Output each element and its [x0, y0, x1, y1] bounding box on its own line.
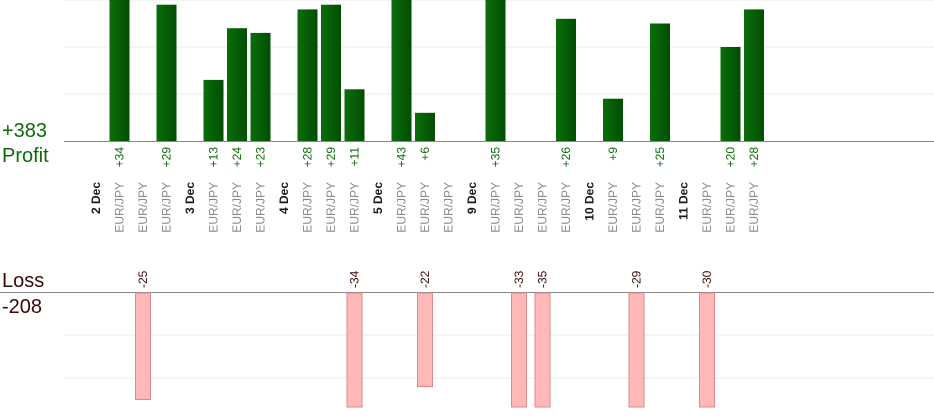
profit-bar: [603, 98, 623, 141]
loss-value-label: -33: [512, 270, 526, 288]
loss-bar: [511, 292, 527, 408]
loss-bar: [346, 292, 363, 408]
profit-bar: [650, 23, 670, 141]
grid: [0, 0, 934, 379]
loss-value-label: -22: [418, 270, 432, 288]
category-label: EUR/JPY: [324, 182, 338, 233]
category-label: EUR/JPY: [113, 182, 127, 233]
profit-bar: [321, 4, 341, 142]
category-label: EUR/JPY: [536, 182, 550, 233]
profit-total: +383: [2, 120, 48, 142]
profit-bar: [485, 0, 506, 141]
date-label: 10 Dec: [583, 182, 597, 221]
profit-value-label: +29: [324, 147, 338, 168]
loss-label: Loss: [2, 270, 45, 292]
category-label: EUR/JPY: [395, 182, 409, 233]
profit-value-label: +28: [301, 147, 315, 168]
loss-bar: [135, 292, 151, 400]
profit-bar: [344, 89, 365, 141]
category-label: EUR/JPY: [653, 182, 667, 233]
loss-value-label: -34: [348, 270, 362, 288]
profit-bar: [109, 0, 130, 141]
profit-value-label: +43: [395, 147, 409, 168]
bars: [109, 0, 764, 408]
profit-bar: [391, 0, 412, 141]
loss-bar: [534, 292, 551, 408]
profit-bar: [227, 28, 247, 142]
date-label: 11 Dec: [677, 182, 691, 220]
profit-value-label: +26: [559, 147, 573, 168]
category-label: EUR/JPY: [160, 182, 174, 233]
category-label: EUR/JPY: [418, 182, 432, 233]
profit-value-label: +13: [207, 147, 221, 168]
category-label: EUR/JPY: [230, 182, 244, 233]
profit-value-label: +11: [348, 147, 362, 167]
loss-value-label: -25: [136, 270, 150, 288]
profit-value-label: +25: [653, 147, 667, 168]
date-label: 3 Dec: [183, 182, 197, 214]
profit-value-label: +9: [606, 147, 620, 161]
profit-label: Profit: [2, 145, 49, 167]
profit-bar: [415, 112, 435, 141]
category-label: EUR/JPY: [489, 182, 503, 233]
loss-value-label: -30: [700, 270, 714, 288]
profit-bar: [297, 9, 318, 142]
date-label: 2 Dec: [89, 182, 103, 214]
profit-value-label: +34: [113, 147, 127, 168]
loss-value-label: -29: [630, 270, 644, 288]
profit-bar: [556, 18, 576, 141]
profit-bar: [720, 47, 741, 141]
loss-bar: [699, 292, 715, 408]
date-label: 4 Dec: [277, 182, 291, 214]
profit-value-label: +24: [230, 147, 244, 168]
category-label: EUR/JPY: [348, 182, 362, 233]
category-label: EUR/JPY: [700, 182, 714, 233]
profit-value-label: +35: [489, 147, 503, 168]
category-label: EUR/JPY: [442, 182, 456, 233]
category-label: EUR/JPY: [606, 182, 620, 233]
category-label: EUR/JPY: [630, 182, 644, 233]
profit-value-label: +20: [724, 147, 738, 168]
category-label: EUR/JPY: [724, 182, 738, 233]
date-label: 9 Dec: [465, 182, 479, 214]
loss-bar: [628, 292, 645, 408]
profit-value-label: +6: [418, 147, 432, 161]
category-label: EUR/JPY: [254, 182, 268, 233]
profit-bar: [250, 32, 271, 141]
profit-value-label: +28: [747, 147, 761, 168]
category-label: EUR/JPY: [512, 182, 526, 233]
profit-value-label: +29: [160, 147, 174, 168]
date-label: 5 Dec: [371, 182, 385, 214]
profit-bar: [744, 9, 764, 142]
profit-bar: [156, 4, 177, 142]
labels: 2 Dec EUR/JPY +34 EUR/JPY -25 EUR/JPY +29 3 Dec…: [89, 147, 761, 288]
category-label: EUR/JPY: [747, 182, 761, 233]
loss-value-label: -35: [536, 270, 550, 288]
loss-total: -208: [2, 296, 43, 318]
category-label: EUR/JPY: [207, 182, 221, 233]
loss-bar: [417, 292, 433, 388]
profit-bar: [203, 79, 224, 141]
category-label: EUR/JPY: [301, 182, 315, 233]
category-label: EUR/JPY: [559, 182, 573, 233]
profit-value-label: +23: [254, 147, 268, 168]
category-label: EUR/JPY: [136, 182, 150, 233]
